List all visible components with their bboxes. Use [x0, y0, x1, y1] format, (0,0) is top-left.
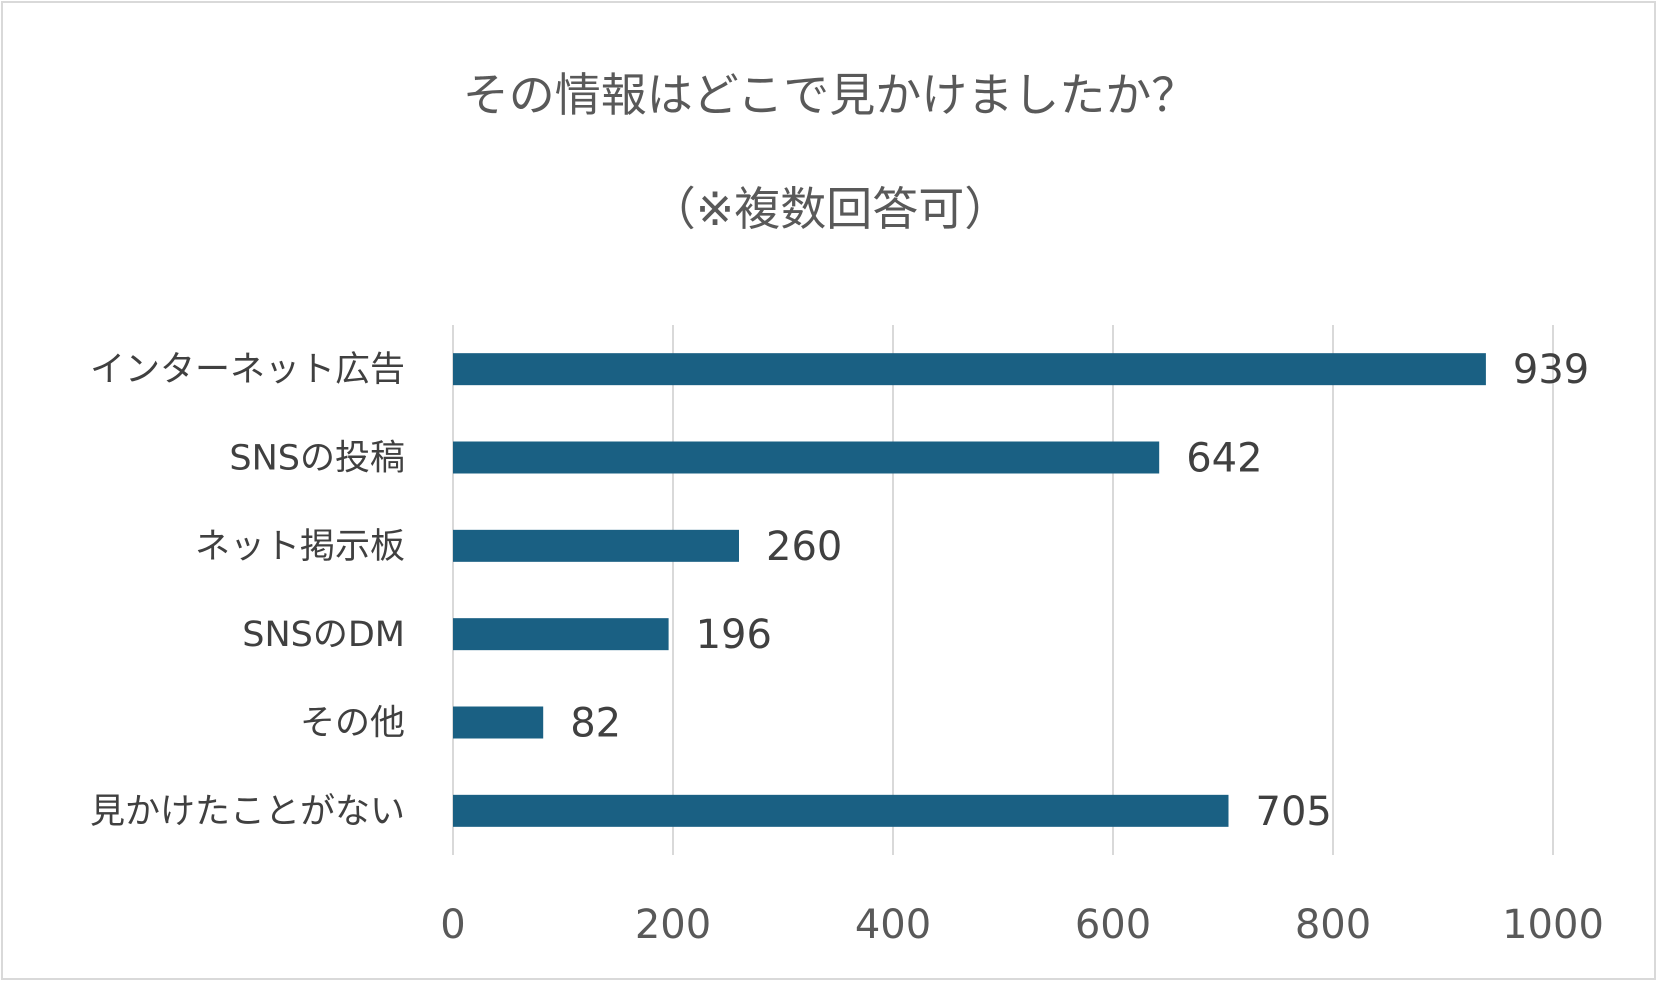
x-tick-label-400: 400 — [855, 902, 931, 948]
x-tick-label-600: 600 — [1075, 902, 1151, 948]
data-label-2: 260 — [766, 524, 842, 570]
chart-title: その情報はどこで見かけましたか？ — [463, 68, 1198, 122]
labels: 0 200 400 600 800 1000 インターネット広告 939 SNSの投稿 642 ネッ… — [90, 347, 1604, 948]
x-tick-label-1000: 1000 — [1502, 902, 1604, 948]
x-tick-label-800: 800 — [1295, 902, 1371, 948]
data-label-3: 196 — [696, 612, 772, 658]
data-label-0: 939 — [1513, 347, 1589, 393]
bar-1 — [453, 441, 1160, 474]
bar-2 — [453, 529, 739, 562]
category-label-4: その他 — [300, 704, 405, 744]
category-label-0: インターネット広告 — [90, 350, 405, 390]
bar-5 — [453, 794, 1229, 827]
data-label-5: 705 — [1256, 789, 1332, 835]
bar-3 — [453, 618, 669, 651]
data-label-4: 82 — [570, 701, 621, 747]
bar-4 — [453, 706, 544, 739]
category-label-3: SNSのDM — [242, 615, 405, 655]
data-label-1: 642 — [1186, 436, 1262, 482]
category-label-1: SNSの投稿 — [229, 439, 405, 479]
bar-0 — [453, 353, 1486, 386]
chart-subtitle: （※複数回答可） — [650, 182, 1011, 236]
gridlines — [452, 325, 1554, 855]
x-tick-label-0: 0 — [440, 902, 465, 948]
bars — [453, 353, 1486, 827]
category-label-5: 見かけたことがない — [90, 792, 405, 832]
bar-chart: その情報はどこで見かけましたか？ （※複数回答可） 0 200 400 600 800 1… — [90, 68, 1604, 948]
x-tick-label-200: 200 — [635, 902, 711, 948]
category-label-2: ネット掲示板 — [195, 527, 405, 567]
